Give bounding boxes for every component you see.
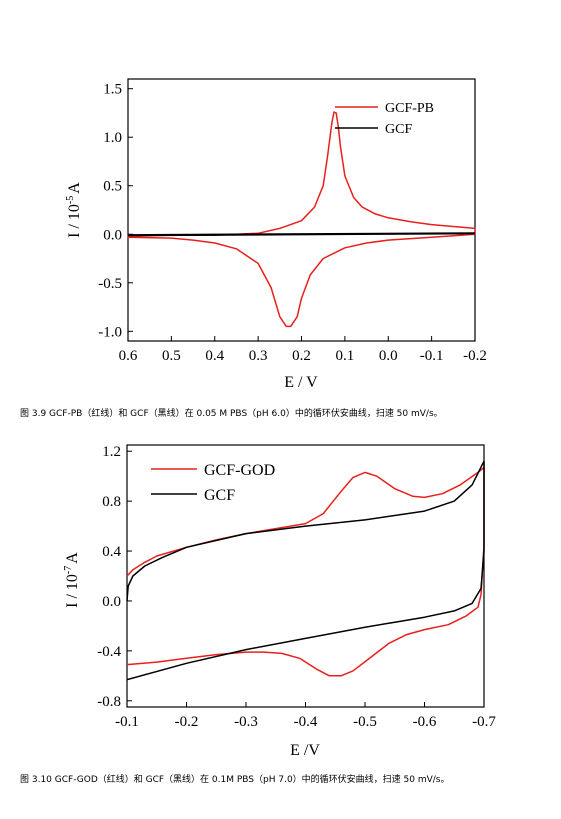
- chart-2-x-tick-label: -0.2: [175, 714, 199, 730]
- chart-1-ylabel-main: I / 10: [66, 204, 83, 238]
- chart-2-x-tick-label: -0.1: [115, 714, 139, 730]
- chart-1-x-tick-label: 0.3: [249, 348, 268, 364]
- chart-2-frame: [126, 444, 485, 708]
- chart-1-legend-label-gcf: GCF: [385, 122, 412, 137]
- chart-2-series: [126, 460, 485, 681]
- chart-1-series-gcf: [127, 232, 476, 237]
- chart-1-ylabel-exp: -5: [65, 196, 76, 204]
- chart-1: 0.6 0.5 0.4 0.3 0.2 0.1 0.0 -0.1 -0.2 -1.0 -0.5 0.…: [65, 78, 487, 391]
- chart-1-x-tick-label: 0.6: [119, 348, 138, 364]
- chart-2-ylabel-unit: A: [64, 552, 81, 564]
- chart-1-xlabel: E / V: [284, 374, 318, 391]
- chart-2-ylabel-main: I / 10: [64, 574, 81, 608]
- chart-1-y-tick-label: 1.5: [103, 82, 122, 98]
- chart-1-legend: GCF-PB GCF: [335, 101, 434, 137]
- chart-2-y-ticks: -0.8 -0.4 0.0 0.4 0.8 1.2: [97, 444, 132, 710]
- chart-2-x-tick-label: -0.4: [294, 714, 318, 730]
- chart-1-x-tick-label: 0.5: [162, 348, 181, 364]
- chart-1-series: [127, 111, 476, 328]
- chart-1-legend-label-gcf-pb: GCF-PB: [385, 101, 434, 116]
- chart-2-legend-label-gcf-god: GCF-GOD: [204, 462, 275, 479]
- chart-2-x-tick-label: -0.6: [413, 714, 437, 730]
- chart-2-x-tick-label: -0.5: [353, 714, 377, 730]
- chart-2-series-gcf-god: [126, 466, 485, 677]
- chart-1-y-ticks: -1.0 -0.5 0.0 0.5 1.0 1.5: [98, 82, 133, 340]
- chart-2-ylabel: I / 10-7 A: [63, 552, 81, 608]
- chart-2-xlabel: E /V: [290, 742, 320, 759]
- chart-1-ylabel-unit: A: [66, 182, 83, 194]
- chart-2-y-tick-label: 1.2: [102, 444, 121, 460]
- chart-2-series-gcf: [126, 460, 485, 681]
- chart-1-frame: [127, 78, 476, 342]
- chart-2-y-tick-label: 0.4: [102, 544, 121, 560]
- chart-2-y-tick-label: 0.0: [102, 594, 121, 610]
- chart-2-ylabel-exp: -7: [63, 566, 74, 574]
- chart-1-x-tick-label: -0.2: [463, 348, 487, 364]
- chart-2-y-tick-label: 0.8: [102, 494, 121, 510]
- chart-1-x-tick-label: 0.1: [336, 348, 355, 364]
- chart-1-series-gcf-pb: [127, 111, 476, 328]
- chart-2-x-ticks: -0.1 -0.2 -0.3 -0.4 -0.5 -0.6 -0.7: [115, 702, 496, 730]
- chart-1-y-tick-label: -1.0: [98, 324, 122, 340]
- chart-2-y-tick-label: -0.8: [97, 694, 121, 710]
- chart-2-legend-label-gcf: GCF: [204, 487, 235, 504]
- chart-1-x-tick-label: 0.0: [379, 348, 398, 364]
- chart-1-x-tick-label: -0.1: [420, 348, 444, 364]
- chart-1-y-tick-label: 0.0: [103, 227, 122, 243]
- chart-1-x-ticks: 0.6 0.5 0.4 0.3 0.2 0.1 0.0 -0.1 -0.2: [119, 336, 487, 364]
- chart-2-x-tick-label: -0.3: [234, 714, 258, 730]
- chart-1-x-tick-label: 0.4: [205, 348, 224, 364]
- chart-1-x-tick-label: 0.2: [292, 348, 311, 364]
- chart-2-x-tick-label: -0.7: [472, 714, 496, 730]
- chart-2-legend: GCF-GOD GCF: [151, 462, 275, 504]
- chart-1-ylabel: I / 10-5 A: [65, 182, 83, 238]
- chart-2-y-tick-label: -0.4: [97, 644, 121, 660]
- chart-1-y-tick-label: 1.0: [103, 130, 122, 146]
- figure-1-caption: 图 3.9 GCF-PB（红线）和 GCF（黑线）在 0.05 M PBS（pH…: [20, 409, 443, 419]
- chart-1-y-tick-label: -0.5: [98, 276, 122, 292]
- chart-2: -0.1 -0.2 -0.3 -0.4 -0.5 -0.6 -0.7 -0.8 -0.4 0.0…: [63, 444, 496, 759]
- chart-1-y-tick-label: 0.5: [103, 179, 122, 195]
- figure-2-caption: 图 3.10 GCF-GOD（红线）和 GCF（黑线）在 0.1M PBS（pH…: [20, 775, 450, 785]
